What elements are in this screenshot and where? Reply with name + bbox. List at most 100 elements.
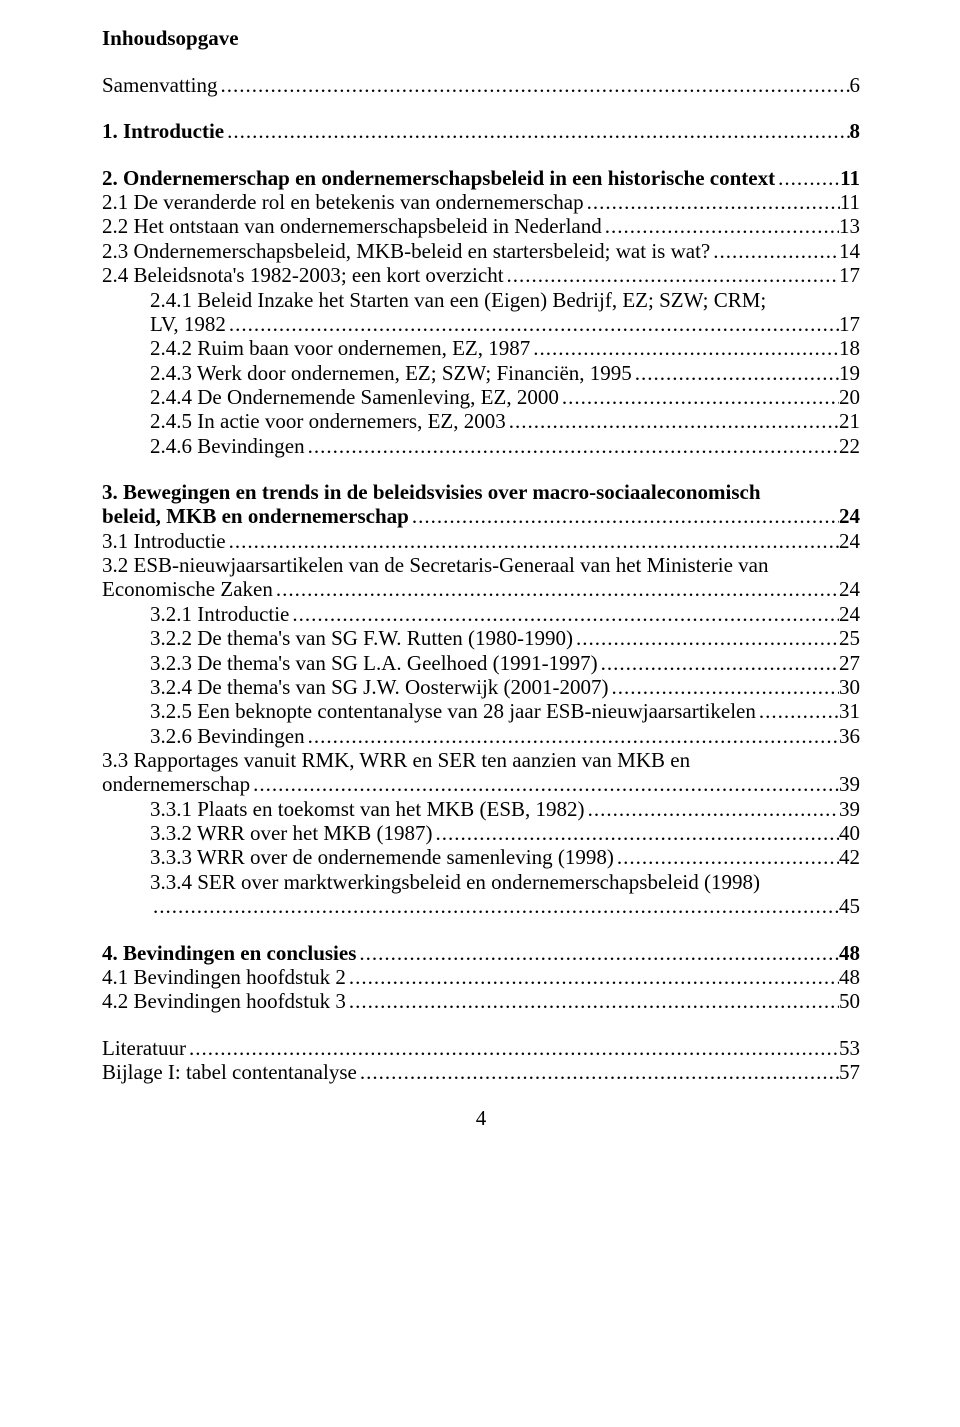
toc-entry-label: LV, 1982 — [150, 312, 226, 336]
toc-leader-dots — [289, 602, 839, 626]
toc-entry-page: 48 — [839, 941, 860, 965]
toc-entry-page: 48 — [839, 965, 860, 989]
toc-entry-label: 4.2 Bevindingen hoofdstuk 3 — [102, 989, 346, 1013]
toc-entry: 3.3.4 SER over marktwerkingsbeleid en on… — [102, 870, 860, 894]
toc-entry-label: 3.2.3 De thema's van SG L.A. Geelhoed (1… — [150, 651, 598, 675]
toc-entry-label: 3.3.4 SER over marktwerkingsbeleid en on… — [150, 870, 760, 894]
toc-entry-label: beleid, MKB en ondernemerschap — [102, 504, 409, 528]
toc-entry-label: 2.4.4 De Ondernemende Samenleving, EZ, 2… — [150, 385, 559, 409]
toc-entry-page: 8 — [850, 119, 861, 143]
toc-entry-page: 31 — [839, 699, 860, 723]
toc-entry: 2.2 Het ontstaan van ondernemerschapsbel… — [102, 214, 860, 238]
toc-entry-page: 20 — [839, 385, 860, 409]
toc-entry-page: 39 — [839, 772, 860, 796]
toc-entry-page: 30 — [839, 675, 860, 699]
toc-entry-page: 36 — [839, 724, 860, 748]
toc-entry-label: Literatuur — [102, 1036, 186, 1060]
toc-entry-label: 3.2.2 De thema's van SG F.W. Rutten (198… — [150, 626, 573, 650]
toc-entry: 3.2.1 Introductie 24 — [102, 602, 860, 626]
toc-entry-page: 11 — [840, 166, 860, 190]
toc-entry-label: 2.4.6 Bevindingen — [150, 434, 305, 458]
toc-entry-page: 53 — [839, 1036, 860, 1060]
toc-leader-dots — [150, 894, 839, 918]
toc-entry-page: 17 — [839, 263, 860, 287]
toc-entry-label: 2.3 Ondernemerschapsbeleid, MKB-beleid e… — [102, 239, 710, 263]
toc-entry-page: 24 — [839, 577, 860, 601]
toc-entry: 2.4.4 De Ondernemende Samenleving, EZ, 2… — [102, 385, 860, 409]
toc-entry-page: 24 — [839, 529, 860, 553]
toc-leader-dots — [602, 214, 839, 238]
toc-leader-dots — [775, 166, 840, 190]
toc-entry: 3.3 Rapportages vanuit RMK, WRR en SER t… — [102, 748, 860, 772]
toc-leader-dots — [273, 577, 839, 601]
toc-entry-label: 4.1 Bevindingen hoofdstuk 2 — [102, 965, 346, 989]
toc-entry: 3.3.1 Plaats en toekomst van het MKB (ES… — [102, 797, 860, 821]
toc-entry: 2.4.6 Bevindingen 22 — [102, 434, 860, 458]
toc-entry: 2.1 De veranderde rol en betekenis van o… — [102, 190, 860, 214]
toc-entry-page: 14 — [839, 239, 860, 263]
toc-entry-page: 19 — [839, 361, 860, 385]
toc-entry-continuation: LV, 1982 17 — [102, 312, 860, 336]
toc-entry-page: 24 — [839, 504, 860, 528]
toc-entry-label: Economische Zaken — [102, 577, 273, 601]
toc-entry: 2. Ondernemerschap en ondernemerschapsbe… — [102, 166, 860, 190]
toc-entry-label: 3.2.4 De thema's van SG J.W. Oosterwijk … — [150, 675, 609, 699]
toc-entry: 2.4.3 Werk door ondernemen, EZ; SZW; Fin… — [102, 361, 860, 385]
toc-entry-page: 27 — [839, 651, 860, 675]
toc-entry: Bijlage I: tabel contentanalyse 57 — [102, 1060, 860, 1084]
toc-entry-label: ondernemerschap — [102, 772, 250, 796]
toc-leader-dots — [756, 699, 839, 723]
toc-entry-label: 2.1 De veranderde rol en betekenis van o… — [102, 190, 584, 214]
toc-entry-page: 25 — [839, 626, 860, 650]
toc-entry: Samenvatting 6 — [102, 73, 860, 97]
toc-entry-label: 3.3.3 WRR over de ondernemende samenlevi… — [150, 845, 614, 869]
toc-leader-dots — [305, 724, 839, 748]
toc-entry-continuation: beleid, MKB en ondernemerschap 24 — [102, 504, 860, 528]
toc-leader-dots — [186, 1036, 839, 1060]
toc-entry: 4. Bevindingen en conclusies 48 — [102, 941, 860, 965]
toc-entry-page: 39 — [839, 797, 860, 821]
toc-entry: 1. Introductie 8 — [102, 119, 860, 143]
toc-entry-page: 21 — [839, 409, 860, 433]
toc-entry: 2.4 Beleidsnota's 1982-2003; een kort ov… — [102, 263, 860, 287]
toc-leader-dots — [614, 845, 839, 869]
toc-leader-dots — [346, 989, 839, 1013]
toc-leader-dots — [585, 797, 839, 821]
toc-entry-label: 2. Ondernemerschap en ondernemerschapsbe… — [102, 166, 775, 190]
toc-entry-label: 2.4 Beleidsnota's 1982-2003; een kort ov… — [102, 263, 504, 287]
toc-entry-page: 11 — [840, 190, 860, 214]
table-of-contents: Samenvatting 6 1. Introductie 8 2. Onderne… — [102, 73, 860, 1084]
toc-leader-dots — [506, 409, 839, 433]
toc-entry: 3.2.5 Een beknopte contentanalyse van 28… — [102, 699, 860, 723]
toc-entry-label: 2.4.3 Werk door ondernemen, EZ; SZW; Fin… — [150, 361, 632, 385]
toc-entry-label: 3.3.2 WRR over het MKB (1987) — [150, 821, 433, 845]
toc-entry-page: 40 — [839, 821, 860, 845]
toc-entry-label: 3.3.1 Plaats en toekomst van het MKB (ES… — [150, 797, 585, 821]
toc-entry-label: 3.3 Rapportages vanuit RMK, WRR en SER t… — [102, 748, 690, 772]
toc-entry: 3.2.2 De thema's van SG F.W. Rutten (198… — [102, 626, 860, 650]
toc-leader-dots — [598, 651, 839, 675]
toc-entry-page: 57 — [839, 1060, 860, 1084]
toc-entry-label: 3.2.6 Bevindingen — [150, 724, 305, 748]
toc-entry-continuation: 45 — [102, 894, 860, 918]
toc-entry-label: 4. Bevindingen en conclusies — [102, 941, 356, 965]
toc-leader-dots — [632, 361, 839, 385]
toc-entry-label: 3.2.5 Een beknopte contentanalyse van 28… — [150, 699, 756, 723]
toc-leader-dots — [504, 263, 839, 287]
toc-entry-page: 50 — [839, 989, 860, 1013]
page-title: Inhoudsopgave — [102, 26, 860, 51]
toc-entry: 3. Bewegingen en trends in de beleidsvis… — [102, 480, 860, 504]
toc-entry-page: 17 — [839, 312, 860, 336]
toc-leader-dots — [433, 821, 839, 845]
toc-entry-label: 2.4.5 In actie voor ondernemers, EZ, 200… — [150, 409, 506, 433]
toc-entry: 4.1 Bevindingen hoofdstuk 2 48 — [102, 965, 860, 989]
toc-leader-dots — [250, 772, 839, 796]
toc-leader-dots — [224, 119, 849, 143]
toc-entry-label: 3.1 Introductie — [102, 529, 226, 553]
toc-entry: Literatuur 53 — [102, 1036, 860, 1060]
toc-leader-dots — [305, 434, 839, 458]
toc-entry-page: 6 — [850, 73, 861, 97]
toc-entry-page: 24 — [839, 602, 860, 626]
toc-leader-dots — [609, 675, 839, 699]
toc-entry-label: Samenvatting — [102, 73, 217, 97]
